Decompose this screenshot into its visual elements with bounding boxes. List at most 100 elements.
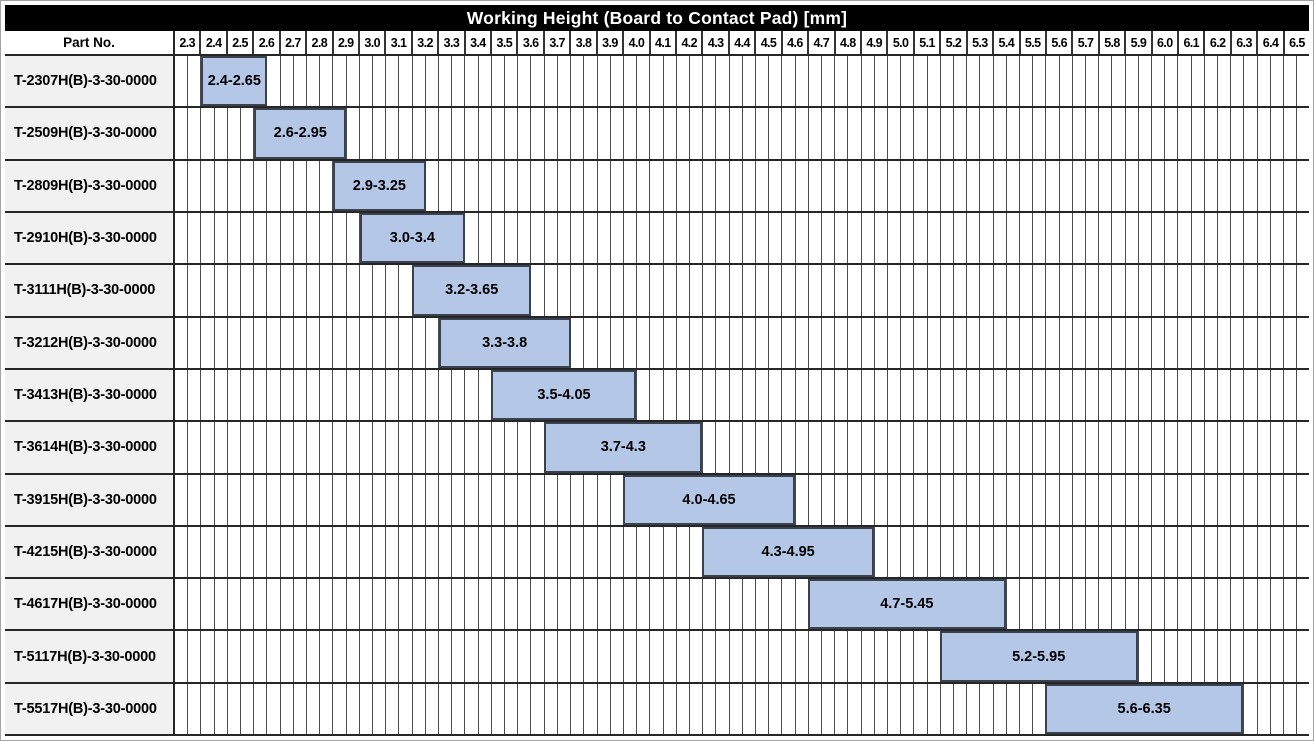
grid-cell <box>847 265 860 316</box>
grid-cell <box>1005 422 1019 473</box>
grid-cell <box>1256 212 1270 264</box>
grid-cell <box>807 631 821 682</box>
grid-cell <box>649 212 662 264</box>
axis-tick-label: 4.2 <box>675 31 701 54</box>
grid-cell <box>913 160 926 211</box>
grid-cell <box>530 422 543 473</box>
grid-cell <box>847 160 860 211</box>
header-row: Part No. 2.3 2.4 2.5 2.6 2.7 2.8 2.9 3.0 3.1 3.2 3… <box>5 31 1309 56</box>
row-grid: 4.3-4.95 <box>175 526 1309 578</box>
grid-cell <box>966 160 979 211</box>
grid-cell <box>781 108 794 159</box>
grid-cell <box>504 160 517 211</box>
axis-tick-label: 4.0 <box>622 31 648 54</box>
grid-cell <box>187 108 200 159</box>
grid-cell <box>952 160 966 211</box>
grid-cell <box>570 108 583 159</box>
grid-cell <box>1098 579 1111 630</box>
grid-cell <box>1032 369 1045 421</box>
grid-cell <box>636 317 649 368</box>
grid-cell <box>306 631 319 682</box>
grid-cell <box>319 369 332 421</box>
grid-cell <box>847 631 860 682</box>
grid-cell <box>979 474 992 525</box>
grid-cell <box>319 212 332 264</box>
part-no-cell: T-2509H(B)-3-30-0000 <box>5 108 175 159</box>
grid-cell <box>504 108 517 159</box>
grid-cell <box>952 212 966 264</box>
grid-cell <box>1045 212 1058 264</box>
grid-cell <box>1243 683 1256 735</box>
grid-cell <box>530 474 543 525</box>
grid-cell <box>490 579 504 630</box>
grid-cell <box>860 683 874 735</box>
grid-cell <box>728 317 742 368</box>
grid-cell <box>464 422 477 473</box>
grid-cell <box>596 56 610 107</box>
grid-cell <box>451 474 464 525</box>
grid-cell <box>702 265 715 316</box>
grid-cell <box>900 474 913 525</box>
chart-title: Working Height (Board to Contact Pad) [m… <box>5 5 1309 31</box>
axis-tick-label: 3.7 <box>542 31 569 54</box>
grid-cell <box>596 631 610 682</box>
grid-cell <box>768 579 781 630</box>
grid-cell <box>966 683 979 735</box>
grid-cell <box>411 265 425 316</box>
grid-cell <box>464 631 477 682</box>
grid-cell <box>860 474 874 525</box>
grid-cell <box>926 317 940 368</box>
grid-cell <box>543 474 557 525</box>
grid-cell <box>609 56 623 107</box>
grid-cell <box>345 422 359 473</box>
grid-cell <box>556 579 570 630</box>
grid-cell <box>319 474 332 525</box>
grid-cell <box>279 631 293 682</box>
grid-cell <box>1296 212 1309 264</box>
grid-cell <box>1098 369 1111 421</box>
grid-cell <box>1296 265 1309 316</box>
grid-cell <box>834 265 847 316</box>
grid-cell <box>952 108 966 159</box>
grid-cell <box>1071 579 1085 630</box>
grid-cell <box>1296 369 1309 421</box>
grid-cell <box>820 160 834 211</box>
grid-cell <box>385 579 398 630</box>
grid-cell <box>1177 474 1190 525</box>
grid-cell <box>900 683 913 735</box>
grid-cell <box>345 369 359 421</box>
grid-cell <box>675 265 689 316</box>
grid-cell <box>543 56 557 107</box>
grid-cell <box>1019 56 1032 107</box>
grid-cell <box>847 212 860 264</box>
axis-tick-label: 6.4 <box>1256 31 1282 54</box>
grid-cell <box>1111 317 1124 368</box>
grid-cell <box>979 108 992 159</box>
grid-cell <box>860 265 874 316</box>
grid-cell <box>636 160 649 211</box>
grid-cell <box>556 212 570 264</box>
grid-cell <box>913 422 926 473</box>
grid-cell <box>1243 579 1256 630</box>
grid-cell <box>728 422 742 473</box>
grid-cell <box>649 526 662 578</box>
grid-cell <box>1071 56 1085 107</box>
grid-cell <box>715 369 728 421</box>
grid-cell <box>1098 265 1111 316</box>
part-row: T-5117H(B)-3-30-0000 5.2-5.95 <box>5 631 1309 684</box>
grid-cell <box>622 212 636 264</box>
grid-cell <box>464 579 477 630</box>
grid-cell <box>1032 56 1045 107</box>
grid-cell <box>332 317 345 368</box>
grid-cell <box>1190 526 1204 578</box>
grid-cell <box>873 56 887 107</box>
grid-cell <box>596 526 610 578</box>
grid-cell <box>1217 474 1230 525</box>
grid-cell <box>1230 631 1243 682</box>
grid-cell <box>1230 422 1243 473</box>
grid-cell <box>992 108 1006 159</box>
grid-cell <box>464 474 477 525</box>
grid-cell <box>398 317 411 368</box>
grid-cell <box>860 160 874 211</box>
grid-cell <box>1164 579 1177 630</box>
